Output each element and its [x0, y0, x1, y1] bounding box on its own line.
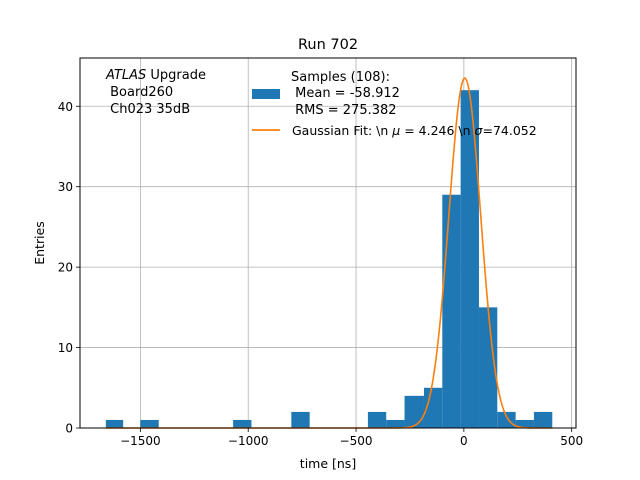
y-tick-label: 30: [58, 180, 73, 194]
legend-fit-label: Gaussian Fit: \n μ = 4.246 \n σ=74.052: [292, 123, 537, 138]
svg-text:ATLAS Upgrade: ATLAS Upgrade: [105, 68, 206, 83]
x-tick-label: −1000: [228, 434, 269, 448]
legend-fit-mu-symbol: μ: [391, 123, 400, 138]
annotation-upgrade: Upgrade: [146, 68, 206, 83]
y-tick-label: 10: [58, 341, 73, 355]
histogram-bar: [460, 90, 479, 428]
histogram-bar: [533, 411, 553, 428]
histogram-bar: [233, 419, 252, 428]
chart-title: Run 702: [298, 37, 358, 53]
y-axis-label: Entries: [32, 221, 47, 265]
histogram-bar: [140, 419, 159, 428]
x-axis-label: time [ns]: [300, 456, 356, 471]
y-axis-ticks: 0 10 20 30 40: [58, 100, 80, 436]
histogram-bar: [423, 387, 443, 428]
atlas-annotation: ATLAS Upgrade Board260 Ch023 35dB: [105, 68, 206, 117]
histogram-bar: [497, 411, 516, 428]
histogram-bar: [386, 419, 405, 428]
histogram-bar: [291, 411, 310, 428]
annotation-board: Board260: [106, 85, 173, 100]
annotation-atlas: ATLAS: [105, 68, 146, 83]
legend: Samples (108): Mean = -58.912 RMS = 275.…: [252, 70, 537, 138]
legend-histogram-label-line2: Mean = -58.912: [291, 86, 400, 101]
annotation-channel: Ch023 35dB: [106, 102, 190, 117]
histogram-bars: [105, 90, 553, 428]
legend-fit-sigma-symbol: σ: [475, 123, 484, 138]
x-axis-ticks: −1500 −1000 −500 0 500: [120, 428, 583, 448]
histogram-bar: [105, 419, 124, 428]
y-tick-label: 20: [58, 261, 73, 275]
y-tick-label: 0: [65, 422, 73, 436]
legend-histogram-label-line3: RMS = 275.382: [291, 103, 397, 118]
legend-fit-mu-value: = 4.246 \n: [400, 123, 474, 138]
x-tick-label: 0: [460, 434, 468, 448]
x-tick-label: 500: [560, 434, 583, 448]
legend-histogram-label-line1: Samples (108):: [291, 70, 390, 85]
histogram-bar: [515, 419, 534, 428]
histogram-bar: [404, 395, 424, 428]
plot-frame: [79, 57, 577, 429]
legend-histogram-swatch: [252, 89, 280, 99]
histogram-bar: [367, 411, 387, 428]
legend-fit-prefix: Gaussian Fit: \n: [292, 123, 392, 138]
legend-fit-sigma-value: =74.052: [482, 123, 536, 138]
x-tick-label: −1500: [120, 434, 161, 448]
histogram-bar: [442, 194, 461, 428]
histogram-bar: [478, 307, 498, 428]
y-tick-label: 40: [58, 100, 73, 114]
x-tick-label: −500: [340, 434, 373, 448]
